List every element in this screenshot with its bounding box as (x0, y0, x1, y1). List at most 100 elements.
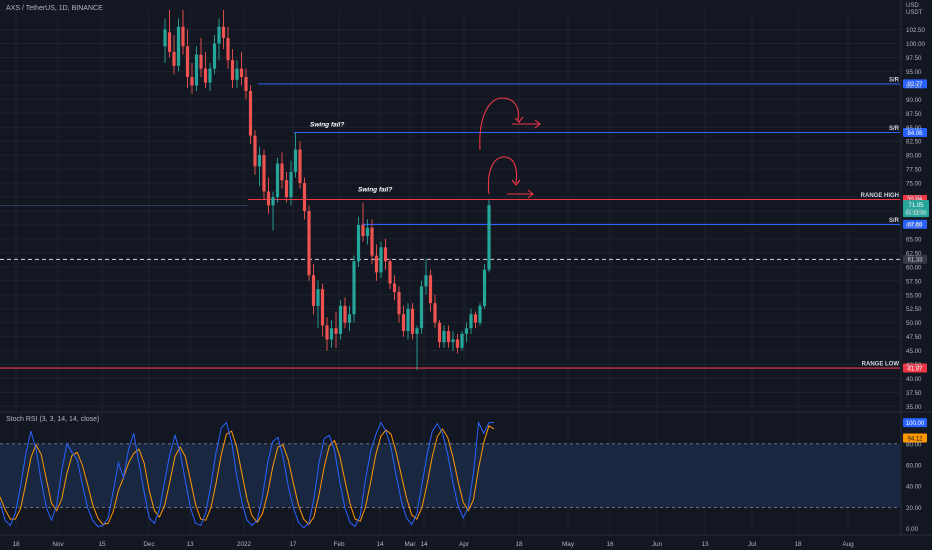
time-tick-label: 18 (12, 541, 20, 548)
candle-body (419, 286, 424, 329)
candle-body (311, 275, 316, 306)
dashed-level-tag (903, 254, 927, 264)
level-label: S/R (889, 126, 900, 132)
time-tick-label: May (562, 541, 575, 548)
candle-body (316, 289, 320, 306)
time-tick-label: 16 (606, 541, 614, 548)
candle-body (352, 261, 356, 315)
candle-body (244, 77, 248, 91)
annotations: Swing fail? Swing fail? (310, 97, 541, 199)
price-tick-label: 72.50 (906, 195, 922, 202)
candle-body (392, 283, 397, 292)
candle-body (284, 180, 289, 198)
level-price-tag-text: 84.06 (907, 131, 923, 137)
candle-body (437, 322, 442, 343)
candle-body (451, 339, 455, 343)
time-tick-label: 17 (289, 541, 297, 548)
candle-body (415, 328, 419, 334)
price-tick-label: 57.50 (906, 278, 922, 285)
candle-body (280, 163, 284, 181)
candle-body (176, 26, 181, 66)
price-tick-label: 47.50 (906, 334, 922, 341)
time-tick-label: 18 (515, 541, 523, 548)
stoch-tick-label: 40.00 (906, 484, 922, 491)
time-tick-label: Dec (143, 541, 155, 548)
stoch-tick-label: 0.00 (906, 526, 919, 533)
symbol-title[interactable]: AXS / TetherUS, 1D, BINANCE (6, 5, 103, 12)
drawn-arrow-lower (507, 189, 534, 199)
candle-body (473, 314, 478, 323)
drawn-arrow-upper (512, 119, 541, 129)
candle-body (217, 26, 221, 44)
candle-body (226, 37, 230, 61)
price-tick-label: 37.50 (906, 390, 922, 397)
level-label: RANGE HIGH (861, 193, 899, 199)
candle-body (446, 331, 451, 343)
level-label: S/R (889, 218, 900, 224)
price-tick-label: 102.50 (906, 27, 925, 34)
time-tick-label: 14 (420, 541, 428, 548)
candle-body (248, 90, 253, 136)
stoch-k-tag-text: 100.00 (906, 421, 925, 427)
candle-body (181, 26, 185, 47)
candle-body (482, 269, 487, 306)
candle-body (487, 205, 491, 270)
candle-body (478, 305, 482, 323)
swing-fail-annotation: Swing fail? (310, 121, 344, 128)
price-tick-label: 42.50 (906, 362, 922, 369)
price-tick-label: 80.00 (906, 153, 922, 160)
candle-body (469, 314, 473, 329)
candle-body (298, 149, 302, 184)
countdown-text: 01:11:00 (905, 211, 926, 217)
candle-body (262, 155, 266, 192)
candle-body (365, 227, 370, 237)
candle-body (212, 43, 217, 69)
currency-bottom: USDT (906, 10, 923, 16)
candle-body (185, 46, 190, 77)
candle-body (293, 149, 298, 172)
candle-body (401, 314, 406, 332)
candle-body (356, 224, 361, 262)
price-tick-label: 35.00 (906, 404, 922, 411)
candle-body (374, 255, 379, 273)
level-label: S/R (889, 77, 900, 83)
stoch-tick-label: 80.00 (906, 441, 922, 448)
stoch-d-tag-text: 94.12 (907, 436, 923, 442)
price-tick-label: 70.00 (906, 209, 922, 216)
candle-body (275, 163, 280, 198)
price-tick-label: 75.00 (906, 181, 922, 188)
level-label: RANGE LOW (862, 362, 900, 368)
candle-body (388, 261, 392, 284)
level-price-tag (903, 363, 927, 373)
candle-body (194, 54, 199, 86)
stoch-k-line (0, 420, 494, 529)
drawn-arrowhead-upper (514, 116, 524, 123)
price-tick-label: 87.50 (906, 111, 922, 118)
candle-body (379, 247, 383, 273)
candle-body (361, 224, 365, 237)
candle-body (383, 247, 388, 262)
stoch-band-fill (0, 443, 900, 508)
time-axis[interactable]: 18 Nov 15 Dec 13 2022 17 Feb 14 Mar 14 Apr 18 May 16 Ju… (12, 541, 854, 548)
candle-body (208, 68, 212, 83)
indicator-label[interactable]: Stoch RSI (3, 3, 14, 14, close) (6, 416, 100, 423)
price-tick-label: 97.50 (906, 55, 922, 62)
time-tick-label: 2022 (237, 541, 252, 548)
swing-fail-annotation: Swing fail? (358, 186, 392, 193)
stoch-tick-label: 20.00 (906, 505, 922, 512)
candle-body (235, 68, 239, 80)
candle-body (329, 328, 334, 340)
candle-body (266, 191, 271, 206)
candle-body (455, 339, 460, 348)
time-tick-label: Aug (842, 541, 854, 548)
candlestick-series: 71.05 01:11:00 (163, 10, 929, 371)
stoch-d-line (0, 425, 495, 526)
price-tick-label: 55.00 (906, 292, 922, 299)
price-axis[interactable]: 102.50 100.00 97.50 95.00 92.50 90.00 87.50 85.… (906, 27, 925, 533)
currency-unit: USD USDT (906, 3, 922, 17)
level-price-tag (903, 127, 927, 137)
price-tick-label: 82.50 (906, 139, 922, 146)
candle-body (289, 171, 293, 198)
